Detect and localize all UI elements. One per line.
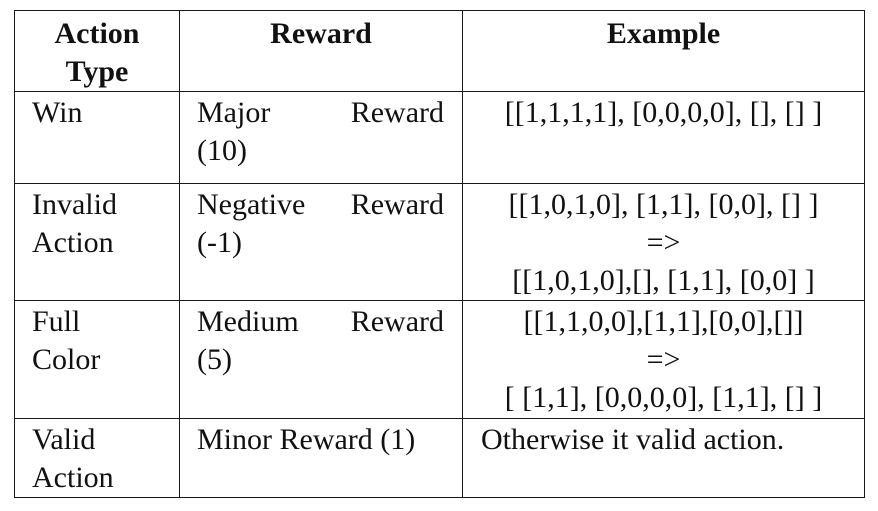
- reward-value: (10): [197, 134, 247, 167]
- table-row: Invalid Action Negative Reward (-1) [[1,…: [14, 183, 865, 301]
- cell-reward: Medium Reward (5): [179, 300, 463, 419]
- header-example: Example: [462, 10, 865, 92]
- reward-word: Medium: [197, 305, 299, 338]
- reward-line: Minor Reward (1): [197, 423, 416, 456]
- example-line: [[1,0,1,0], [1,1], [0,0], [] ]: [508, 188, 819, 221]
- header-reward: Reward: [179, 10, 463, 92]
- reward-value: (-1): [197, 226, 242, 259]
- reward-word: Reward: [350, 305, 444, 338]
- cell-reward: Minor Reward (1): [179, 418, 463, 498]
- reward-word: Major: [197, 96, 271, 129]
- cell-reward: Negative Reward (-1): [179, 183, 463, 301]
- reward-line: Negative Reward: [197, 186, 444, 224]
- cell-text: Invalid: [32, 188, 117, 221]
- cell-example: Otherwise it valid action.: [462, 418, 865, 498]
- example-line: [[1,1,0,0],[1,1],[0,0],[]]: [523, 305, 804, 338]
- cell-reward: Major Reward (10): [179, 91, 463, 184]
- header-action-type-line2: Type: [65, 55, 129, 88]
- example-line: [ [1,1], [0,0,0,0], [1,1], [] ]: [504, 381, 823, 414]
- arrow-symbol: =>: [646, 226, 681, 259]
- reward-value: (5): [197, 343, 232, 376]
- reward-word: Reward: [350, 188, 444, 221]
- cell-action-type: Invalid Action: [14, 183, 180, 301]
- cell-example: [[1,1,0,0],[1,1],[0,0],[]] => [ [1,1], […: [462, 300, 865, 419]
- header-action-type-line1: Action: [54, 17, 140, 50]
- cell-action-type: Valid Action: [14, 418, 180, 498]
- cell-text: Action: [32, 226, 114, 259]
- table-row: Win Major Reward (10) [[1,1,1,1], [0,0,0…: [14, 91, 865, 184]
- cell-text: Action: [32, 461, 114, 494]
- cell-action-type: Win: [14, 91, 180, 184]
- table-row: Valid Action Minor Reward (1) Otherwise …: [14, 418, 865, 498]
- example-line: Otherwise it valid action.: [481, 423, 785, 456]
- arrow-symbol: =>: [646, 343, 681, 376]
- cell-example: [[1,0,1,0], [1,1], [0,0], [] ] => [[1,0,…: [462, 183, 865, 301]
- table-header-row: Action Type Reward Example: [14, 10, 865, 92]
- cell-text: Win: [32, 96, 83, 129]
- cell-example: [[1,1,1,1], [0,0,0,0], [], [] ]: [462, 91, 865, 184]
- reward-line: Major Reward: [197, 94, 444, 132]
- header-action-type: Action Type: [14, 10, 180, 92]
- reward-line: Medium Reward: [197, 303, 444, 341]
- table-row: Full Color Medium Reward (5) [[1,1,0,0],…: [14, 300, 865, 419]
- cell-text: Full: [32, 305, 81, 338]
- reward-word: Negative: [197, 188, 306, 221]
- cell-action-type: Full Color: [14, 300, 180, 419]
- example-line: [[1,1,1,1], [0,0,0,0], [], [] ]: [504, 96, 823, 129]
- reward-table: Action Type Reward Example Win Major Rew…: [14, 10, 865, 498]
- cell-text: Valid: [32, 423, 96, 456]
- cell-text: Color: [32, 343, 101, 376]
- reward-word: Reward: [350, 96, 444, 129]
- example-line: [[1,0,1,0],[], [1,1], [0,0] ]: [512, 264, 815, 297]
